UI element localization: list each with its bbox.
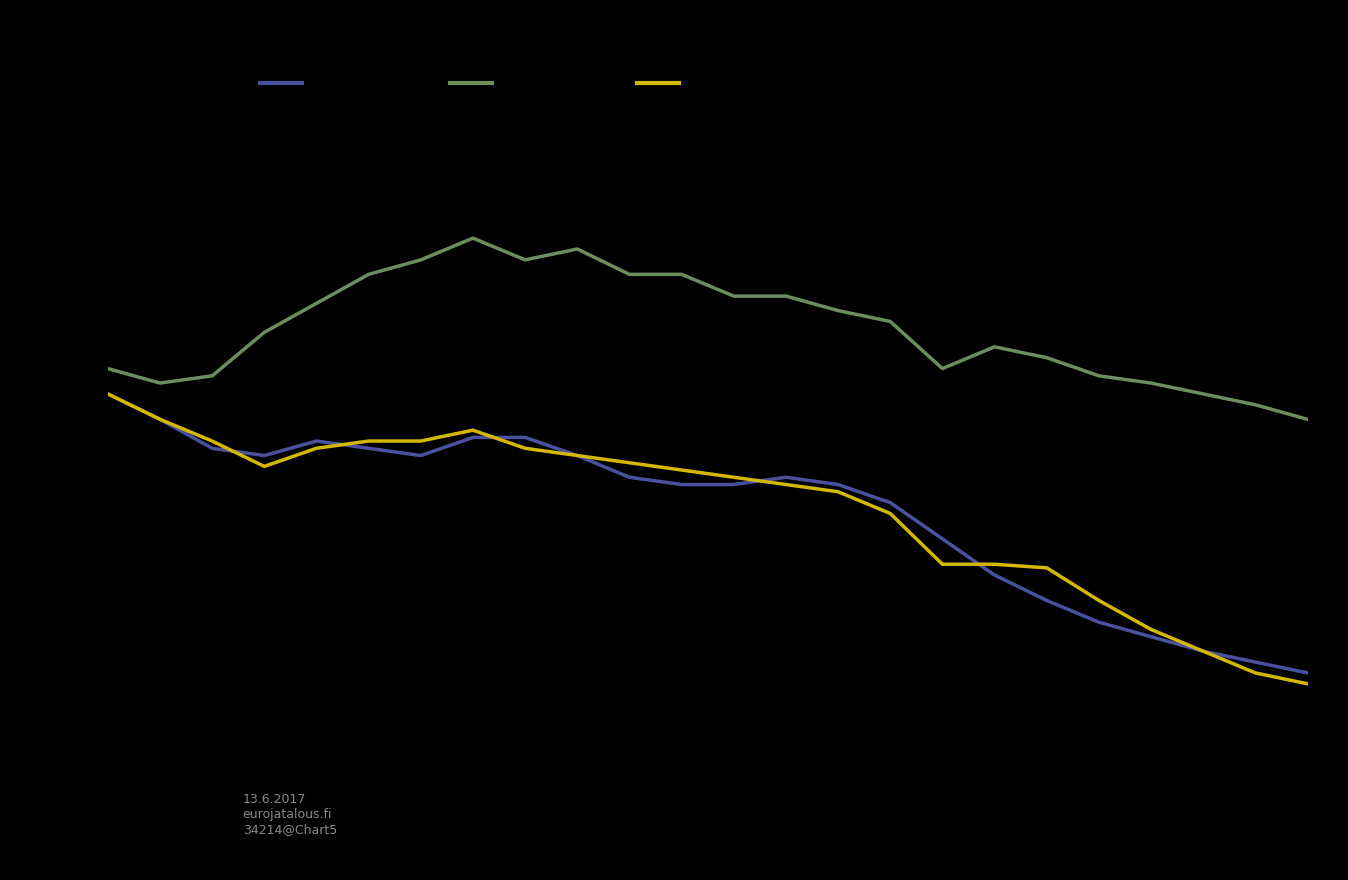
Text: 13.6.2017
eurojatalous.fi
34214@Chart5: 13.6.2017 eurojatalous.fi 34214@Chart5 xyxy=(243,793,337,836)
Legend: Ruotsi, Saksa, Suomi: Ruotsi, Saksa, Suomi xyxy=(260,74,744,92)
